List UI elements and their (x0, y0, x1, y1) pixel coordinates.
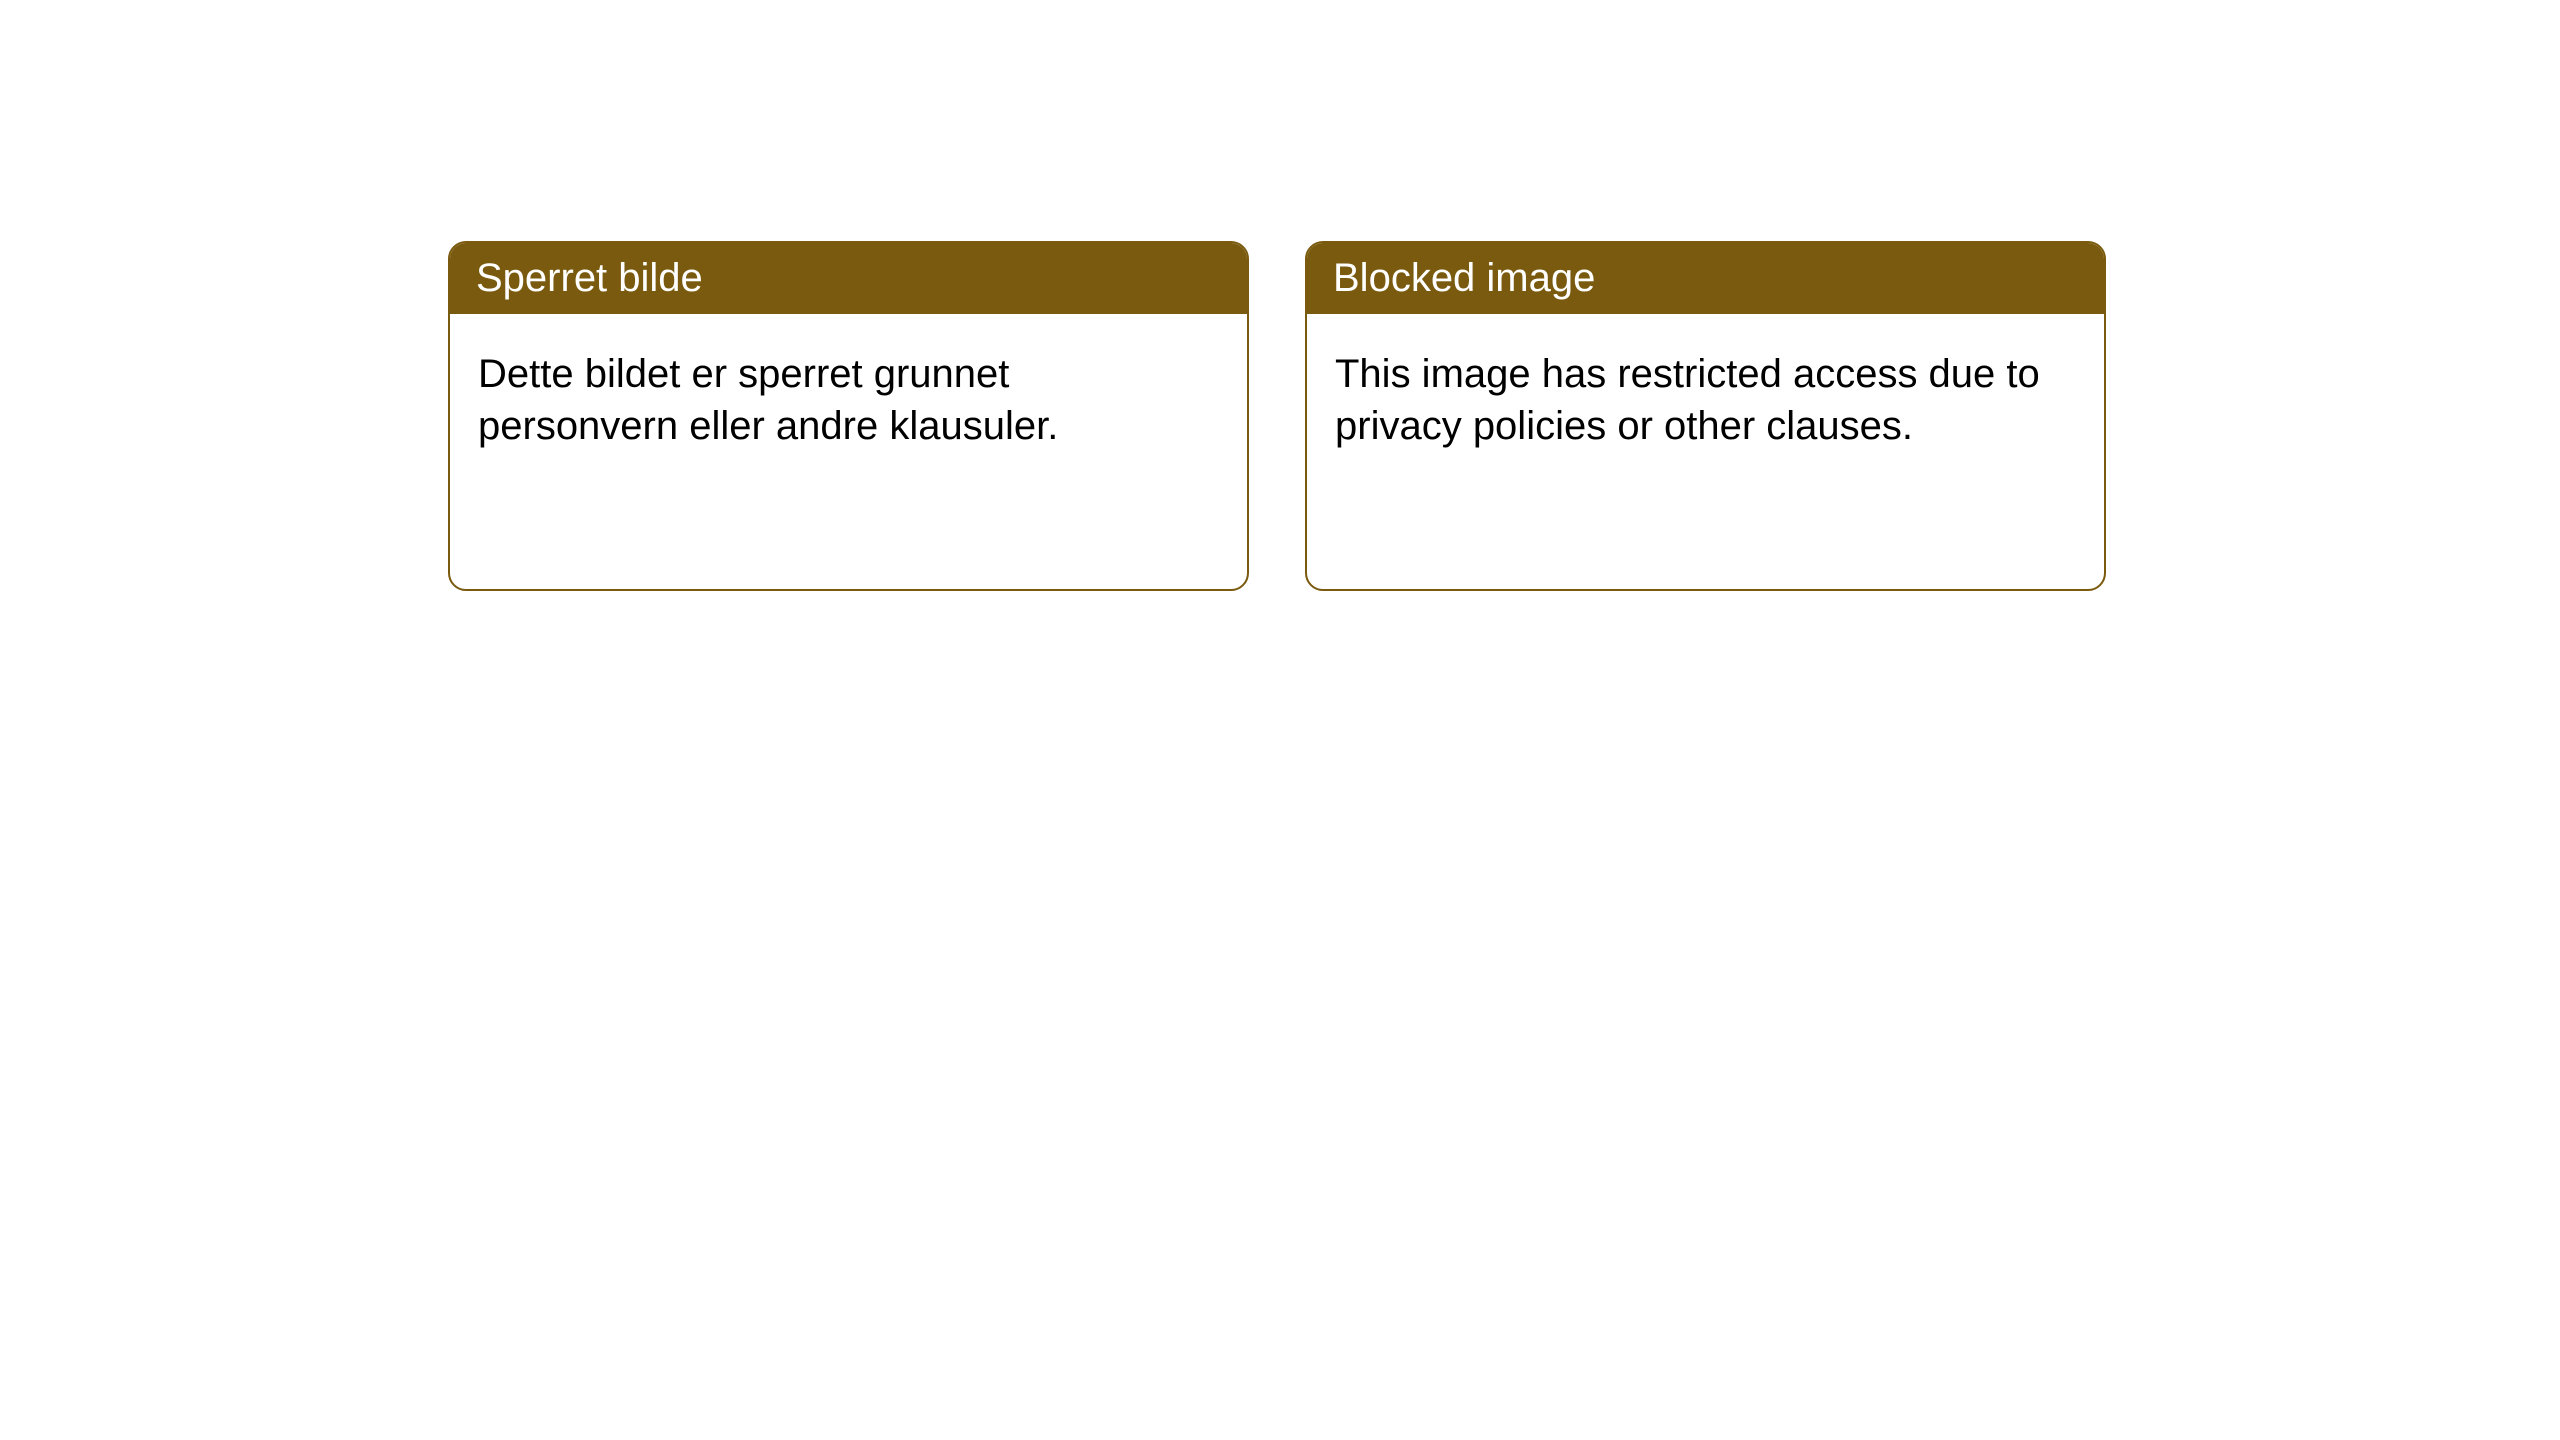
notice-body: Dette bildet er sperret grunnet personve… (450, 314, 1247, 589)
notice-container: Sperret bilde Dette bildet er sperret gr… (0, 0, 2560, 591)
notice-body: This image has restricted access due to … (1307, 314, 2104, 589)
notice-card-norwegian: Sperret bilde Dette bildet er sperret gr… (448, 241, 1249, 591)
notice-title: Sperret bilde (450, 243, 1247, 314)
notice-title: Blocked image (1307, 243, 2104, 314)
notice-card-english: Blocked image This image has restricted … (1305, 241, 2106, 591)
